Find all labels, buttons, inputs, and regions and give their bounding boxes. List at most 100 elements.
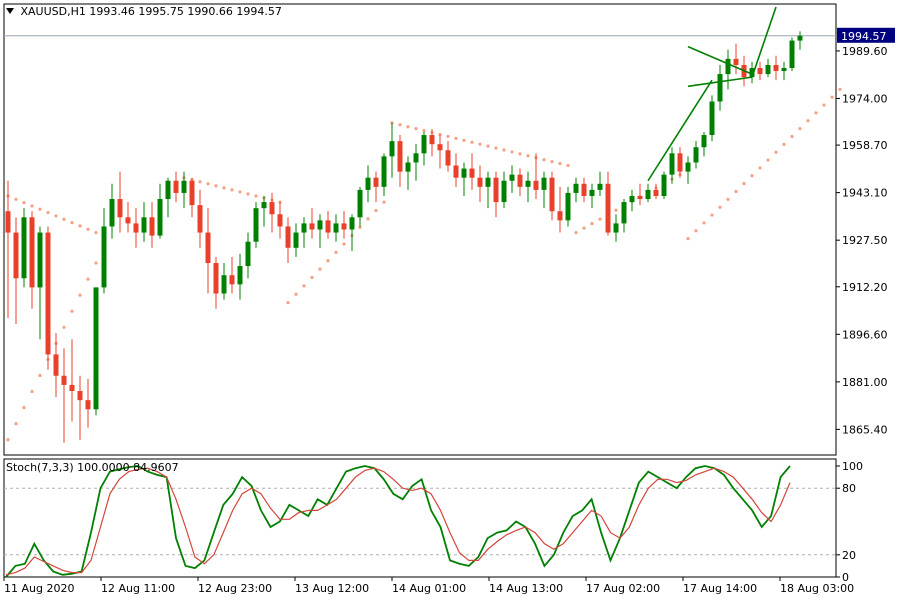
candle xyxy=(685,156,691,184)
candle-body xyxy=(781,67,787,72)
candle xyxy=(701,131,707,157)
time-tick-label: 14 Aug 01:00 xyxy=(392,582,466,595)
ohlc-values: 1993.46 1995.75 1990.66 1994.57 xyxy=(89,5,282,18)
candle xyxy=(477,165,483,203)
sar-dot xyxy=(486,144,490,148)
sar-dot xyxy=(814,111,818,115)
candle xyxy=(565,186,571,227)
candle-body xyxy=(85,400,91,410)
sar-dot xyxy=(518,152,522,156)
price-tick-label: 1989.60 xyxy=(842,45,888,58)
candle xyxy=(21,208,27,288)
candle xyxy=(421,131,427,166)
candle xyxy=(461,162,467,196)
candle-body xyxy=(45,232,51,355)
candle-body xyxy=(29,217,35,288)
price-tick-label: 1896.60 xyxy=(842,328,888,341)
candle xyxy=(325,211,331,239)
candle-body xyxy=(237,266,243,285)
candle-body xyxy=(69,384,75,392)
candle-body xyxy=(557,211,563,221)
candle xyxy=(797,31,803,50)
candle xyxy=(653,183,659,200)
candle-body xyxy=(565,192,571,221)
candle xyxy=(141,202,147,242)
candle xyxy=(781,61,787,81)
candle-body xyxy=(445,150,451,166)
sar-dot xyxy=(558,161,562,166)
candle-body xyxy=(773,64,779,72)
candle-body xyxy=(189,180,195,206)
candle-body xyxy=(725,58,731,75)
candle-body xyxy=(549,177,555,212)
candle xyxy=(645,183,651,203)
candle-body xyxy=(621,202,627,224)
candle-body xyxy=(589,189,595,196)
candle xyxy=(629,189,635,212)
candle xyxy=(429,128,435,157)
candle-body xyxy=(261,202,267,209)
stochastic-panel xyxy=(3,458,837,578)
sar-dot xyxy=(86,277,90,281)
candle xyxy=(381,153,387,196)
candle xyxy=(125,202,131,233)
candle xyxy=(485,171,491,209)
candle xyxy=(773,55,779,81)
price-tick-label: 1958.70 xyxy=(842,139,888,152)
candle-body xyxy=(13,232,19,279)
candle-body xyxy=(501,180,507,203)
dropdown-triangle-icon[interactable] xyxy=(6,8,14,14)
candle xyxy=(277,202,283,239)
candle xyxy=(221,263,227,300)
candle-body xyxy=(541,177,547,190)
candle-body xyxy=(645,189,651,200)
candle-body xyxy=(165,180,171,200)
candle xyxy=(661,171,667,200)
sar-dot xyxy=(718,205,722,209)
price-frame xyxy=(3,3,837,456)
candle xyxy=(69,339,75,422)
candle-body xyxy=(229,275,235,285)
candle-body xyxy=(629,195,635,203)
candle xyxy=(269,192,275,233)
sar-dot xyxy=(70,309,74,313)
sar-dot xyxy=(414,127,418,131)
sar-dot xyxy=(374,208,378,213)
candle-body xyxy=(525,180,531,187)
axes: 1989.60 1974.00 1958.70 1943.10 1927.50 1912.… xyxy=(3,27,895,595)
price-tick-label: 1881.00 xyxy=(842,376,888,389)
time-tick-label: 18 Aug 03:00 xyxy=(780,582,854,595)
sar-dot xyxy=(222,186,226,190)
sar-dot xyxy=(246,192,250,196)
candle xyxy=(229,256,235,294)
candle-body xyxy=(357,189,363,218)
sar-dot xyxy=(686,237,690,241)
sar-dot xyxy=(542,158,546,162)
sar-dot xyxy=(230,188,234,192)
stoch-signal-line xyxy=(5,467,791,576)
sar-dot xyxy=(590,222,594,226)
candle-body xyxy=(349,217,355,230)
candle xyxy=(581,177,587,203)
candle xyxy=(77,375,83,440)
sar-dot xyxy=(582,226,586,230)
stochastic-label: Stoch(7,3,3) 100.0000 84.9607 xyxy=(6,461,179,474)
sar-dot xyxy=(710,213,714,217)
candle xyxy=(357,186,363,227)
candle xyxy=(149,202,155,248)
candle-body xyxy=(93,287,99,410)
sar-dot xyxy=(502,148,506,152)
candle-body xyxy=(637,195,643,200)
candle-body xyxy=(141,217,147,233)
sar-dot xyxy=(30,204,34,208)
candle-body xyxy=(413,153,419,163)
sar-dot xyxy=(78,224,82,228)
candle-body xyxy=(533,180,539,190)
candle-body xyxy=(117,199,123,218)
candle xyxy=(437,135,443,169)
sar-dot xyxy=(742,182,746,186)
candle-body xyxy=(709,101,715,136)
sar-dot xyxy=(614,208,618,212)
candle xyxy=(453,153,459,187)
sar-dot xyxy=(14,197,18,201)
